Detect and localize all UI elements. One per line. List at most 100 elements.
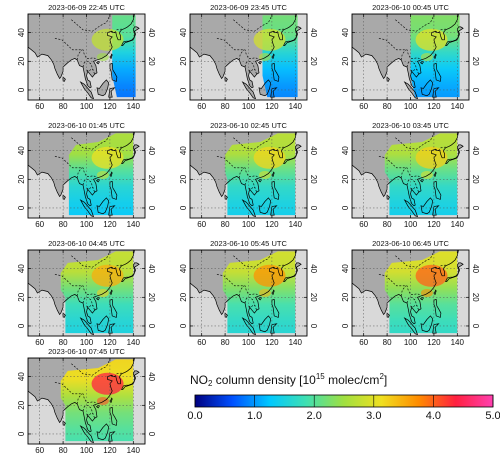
country-border xyxy=(216,274,259,296)
map-panel: 2023-06-09 23:45 UTC60608080100100120120… xyxy=(179,3,318,111)
lat-tick-label: 20 xyxy=(471,293,480,302)
country-border xyxy=(54,156,97,178)
no2-hotspot xyxy=(96,171,109,179)
no2-hotspot xyxy=(415,146,448,169)
lon-tick-label: 60 xyxy=(197,220,206,229)
no2-hotspot xyxy=(91,264,124,287)
lat-tick-label: 0 xyxy=(17,323,26,328)
land-mass xyxy=(97,79,109,96)
country-border xyxy=(216,156,259,178)
lat-tick-label: 0 xyxy=(309,88,318,93)
lat-tick-label: 20 xyxy=(309,293,318,302)
coastline xyxy=(79,317,95,336)
lon-tick-label: 100 xyxy=(404,338,418,347)
map-panel: 2023-06-10 00:45 UTC60608080100100120120… xyxy=(341,3,480,111)
lon-tick-label: 140 xyxy=(127,338,141,347)
coastline xyxy=(190,132,297,207)
lat-tick-label: 0 xyxy=(471,88,480,93)
lat-tick-label: 20 xyxy=(179,56,188,65)
coastline xyxy=(403,199,419,218)
coastline xyxy=(271,180,280,200)
coastline xyxy=(420,296,424,301)
no2-hotspot xyxy=(96,289,109,297)
lat-tick-label: 40 xyxy=(17,28,26,37)
colorbar-title-sub: 2 xyxy=(208,379,213,388)
lat-tick-label: 0 xyxy=(309,324,318,329)
no2-hotspot xyxy=(258,289,271,297)
no2-hotspot xyxy=(415,264,448,287)
lat-tick-label: 0 xyxy=(17,431,26,436)
lat-tick-label: 40 xyxy=(471,146,480,155)
no2-hotspot xyxy=(96,397,109,405)
country-border xyxy=(71,15,111,32)
lat-tick-label: 0 xyxy=(341,87,350,92)
lat-tick-label: 0 xyxy=(147,324,156,329)
lat-tick-label: 0 xyxy=(147,206,156,211)
country-border xyxy=(216,38,259,60)
lat-tick-label: 0 xyxy=(341,323,350,328)
map-panel: 2023-06-10 04:45 UTC60608080100100120120… xyxy=(17,239,156,347)
panel-title: 2023-06-09 22:45 UTC xyxy=(48,3,125,12)
coastline xyxy=(352,132,459,207)
lon-tick-label: 80 xyxy=(221,338,230,347)
country-border xyxy=(378,38,421,60)
map-panel: 2023-06-10 01:45 UTC60608080100100120120… xyxy=(17,121,156,229)
lon-tick-label: 60 xyxy=(197,338,206,347)
lon-tick-label: 60 xyxy=(35,102,44,111)
coastline xyxy=(96,60,100,65)
country-border xyxy=(400,167,407,178)
coastline xyxy=(109,62,118,82)
no2-hotspot xyxy=(253,146,286,169)
country-border xyxy=(434,28,446,33)
coastline xyxy=(79,81,95,100)
coastline xyxy=(283,262,302,282)
coastline xyxy=(271,62,280,82)
lat-tick-label: 40 xyxy=(179,264,188,273)
lon-tick-label: 80 xyxy=(383,220,392,229)
coastline xyxy=(28,250,135,325)
country-border xyxy=(54,38,97,60)
map-panel: 2023-06-10 06:45 UTC60608080100100120120… xyxy=(341,239,480,347)
coastline xyxy=(109,298,118,318)
lon-tick-label: 120 xyxy=(427,220,441,229)
coastline xyxy=(258,60,262,65)
lon-tick-label: 60 xyxy=(359,338,368,347)
lat-tick-label: 40 xyxy=(341,28,350,37)
lat-tick-label: 40 xyxy=(309,146,318,155)
country-border xyxy=(71,251,111,268)
panel-title: 2023-06-10 06:45 UTC xyxy=(372,239,449,248)
country-border xyxy=(54,382,97,404)
country-border xyxy=(76,285,83,296)
lon-tick-label: 60 xyxy=(359,102,368,111)
panel-title: 2023-06-10 04:45 UTC xyxy=(48,239,125,248)
coastline xyxy=(433,171,437,177)
coastline xyxy=(96,423,110,441)
lat-tick-label: 40 xyxy=(17,146,26,155)
lon-tick-label: 80 xyxy=(59,220,68,229)
lat-tick-label: 0 xyxy=(147,88,156,93)
coastline xyxy=(433,298,442,318)
coastline xyxy=(28,358,135,433)
coastline xyxy=(445,26,464,46)
lat-tick-label: 20 xyxy=(147,175,156,184)
lat-tick-label: 40 xyxy=(471,28,480,37)
coastline xyxy=(271,53,275,59)
panel-title: 2023-06-10 07:45 UTC xyxy=(48,347,125,356)
lat-tick-label: 20 xyxy=(471,175,480,184)
no2-swath xyxy=(112,15,136,98)
lat-tick-label: 20 xyxy=(341,292,350,301)
country-border xyxy=(86,186,94,190)
country-border xyxy=(110,264,122,269)
lon-tick-label: 100 xyxy=(80,338,94,347)
coastline xyxy=(96,79,110,97)
lat-tick-label: 20 xyxy=(17,400,26,409)
land-mass xyxy=(404,82,418,99)
lon-tick-label: 140 xyxy=(289,338,303,347)
country-border xyxy=(434,264,446,269)
country-border xyxy=(76,49,83,60)
no2-hotspot xyxy=(258,53,271,61)
lon-tick-label: 80 xyxy=(59,446,68,453)
lon-tick-label: 100 xyxy=(404,220,418,229)
lat-tick-label: 20 xyxy=(471,57,480,66)
coastline xyxy=(420,197,434,215)
